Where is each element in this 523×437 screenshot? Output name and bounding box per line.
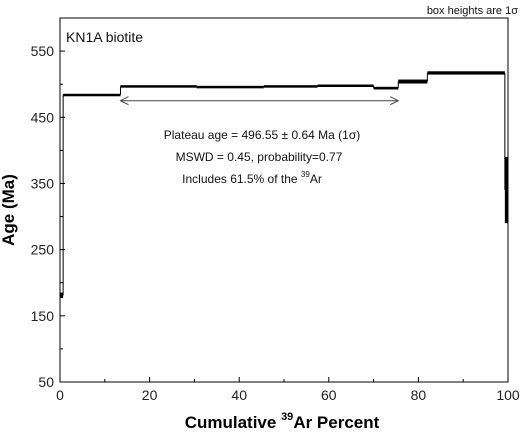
- x-tick-label: 80: [411, 387, 427, 403]
- plot-frame: [59, 17, 509, 383]
- includes-text: Includes 61.5% of the 39Ar: [182, 170, 322, 186]
- step-box: [427, 71, 505, 75]
- includes-prefix: Includes 61.5% of the: [182, 172, 301, 186]
- step-box: [504, 156, 508, 224]
- y-axis-title: Age (Ma): [0, 174, 18, 246]
- plateau-age-text: Plateau age = 496.55 ± 0.64 Ma (1σ): [164, 128, 360, 142]
- step-box: [263, 85, 318, 88]
- axis-ticks: 0 20 40 60 80 100 50 150 250 350 450 550: [31, 43, 520, 403]
- step-box: [398, 79, 428, 84]
- x-tick-label: 100: [496, 387, 520, 403]
- box-height-note: box heights are 1σ: [427, 5, 518, 17]
- x-tick-label: 20: [142, 387, 158, 403]
- plateau-arrow: [119, 96, 400, 106]
- plateau-arrow-right-head: [390, 96, 400, 106]
- x-tick-label: 40: [231, 387, 247, 403]
- y-tick-label: 450: [31, 109, 55, 125]
- step-box: [60, 292, 64, 298]
- y-tick-label: 350: [31, 175, 55, 191]
- x-title-suffix: Ar Percent: [293, 413, 379, 432]
- x-tick-label: 60: [321, 387, 337, 403]
- y-tick-label: 250: [31, 242, 55, 258]
- includes-superscript: 39: [301, 170, 310, 179]
- step-box: [120, 85, 197, 88]
- x-title-superscript: 39: [281, 411, 293, 423]
- y-tick-label: 150: [31, 308, 55, 324]
- x-axis-title: Cumulative 39Ar Percent: [185, 411, 380, 432]
- mswd-text: MSWD = 0.45, probability=0.77: [176, 150, 343, 164]
- step-boxes: [60, 71, 508, 298]
- step-box: [63, 93, 121, 97]
- step-box: [196, 85, 264, 89]
- includes-suffix: Ar: [310, 172, 322, 186]
- x-tick-label: 0: [56, 387, 64, 403]
- step-box: [373, 86, 399, 90]
- step-box: [317, 84, 374, 88]
- y-tick-label: 550: [31, 43, 55, 59]
- sample-label: KN1A biotite: [66, 29, 143, 45]
- plateau-arrow-left-head: [119, 96, 129, 106]
- y-tick-label: 50: [38, 374, 54, 390]
- x-title-prefix: Cumulative: [185, 413, 281, 432]
